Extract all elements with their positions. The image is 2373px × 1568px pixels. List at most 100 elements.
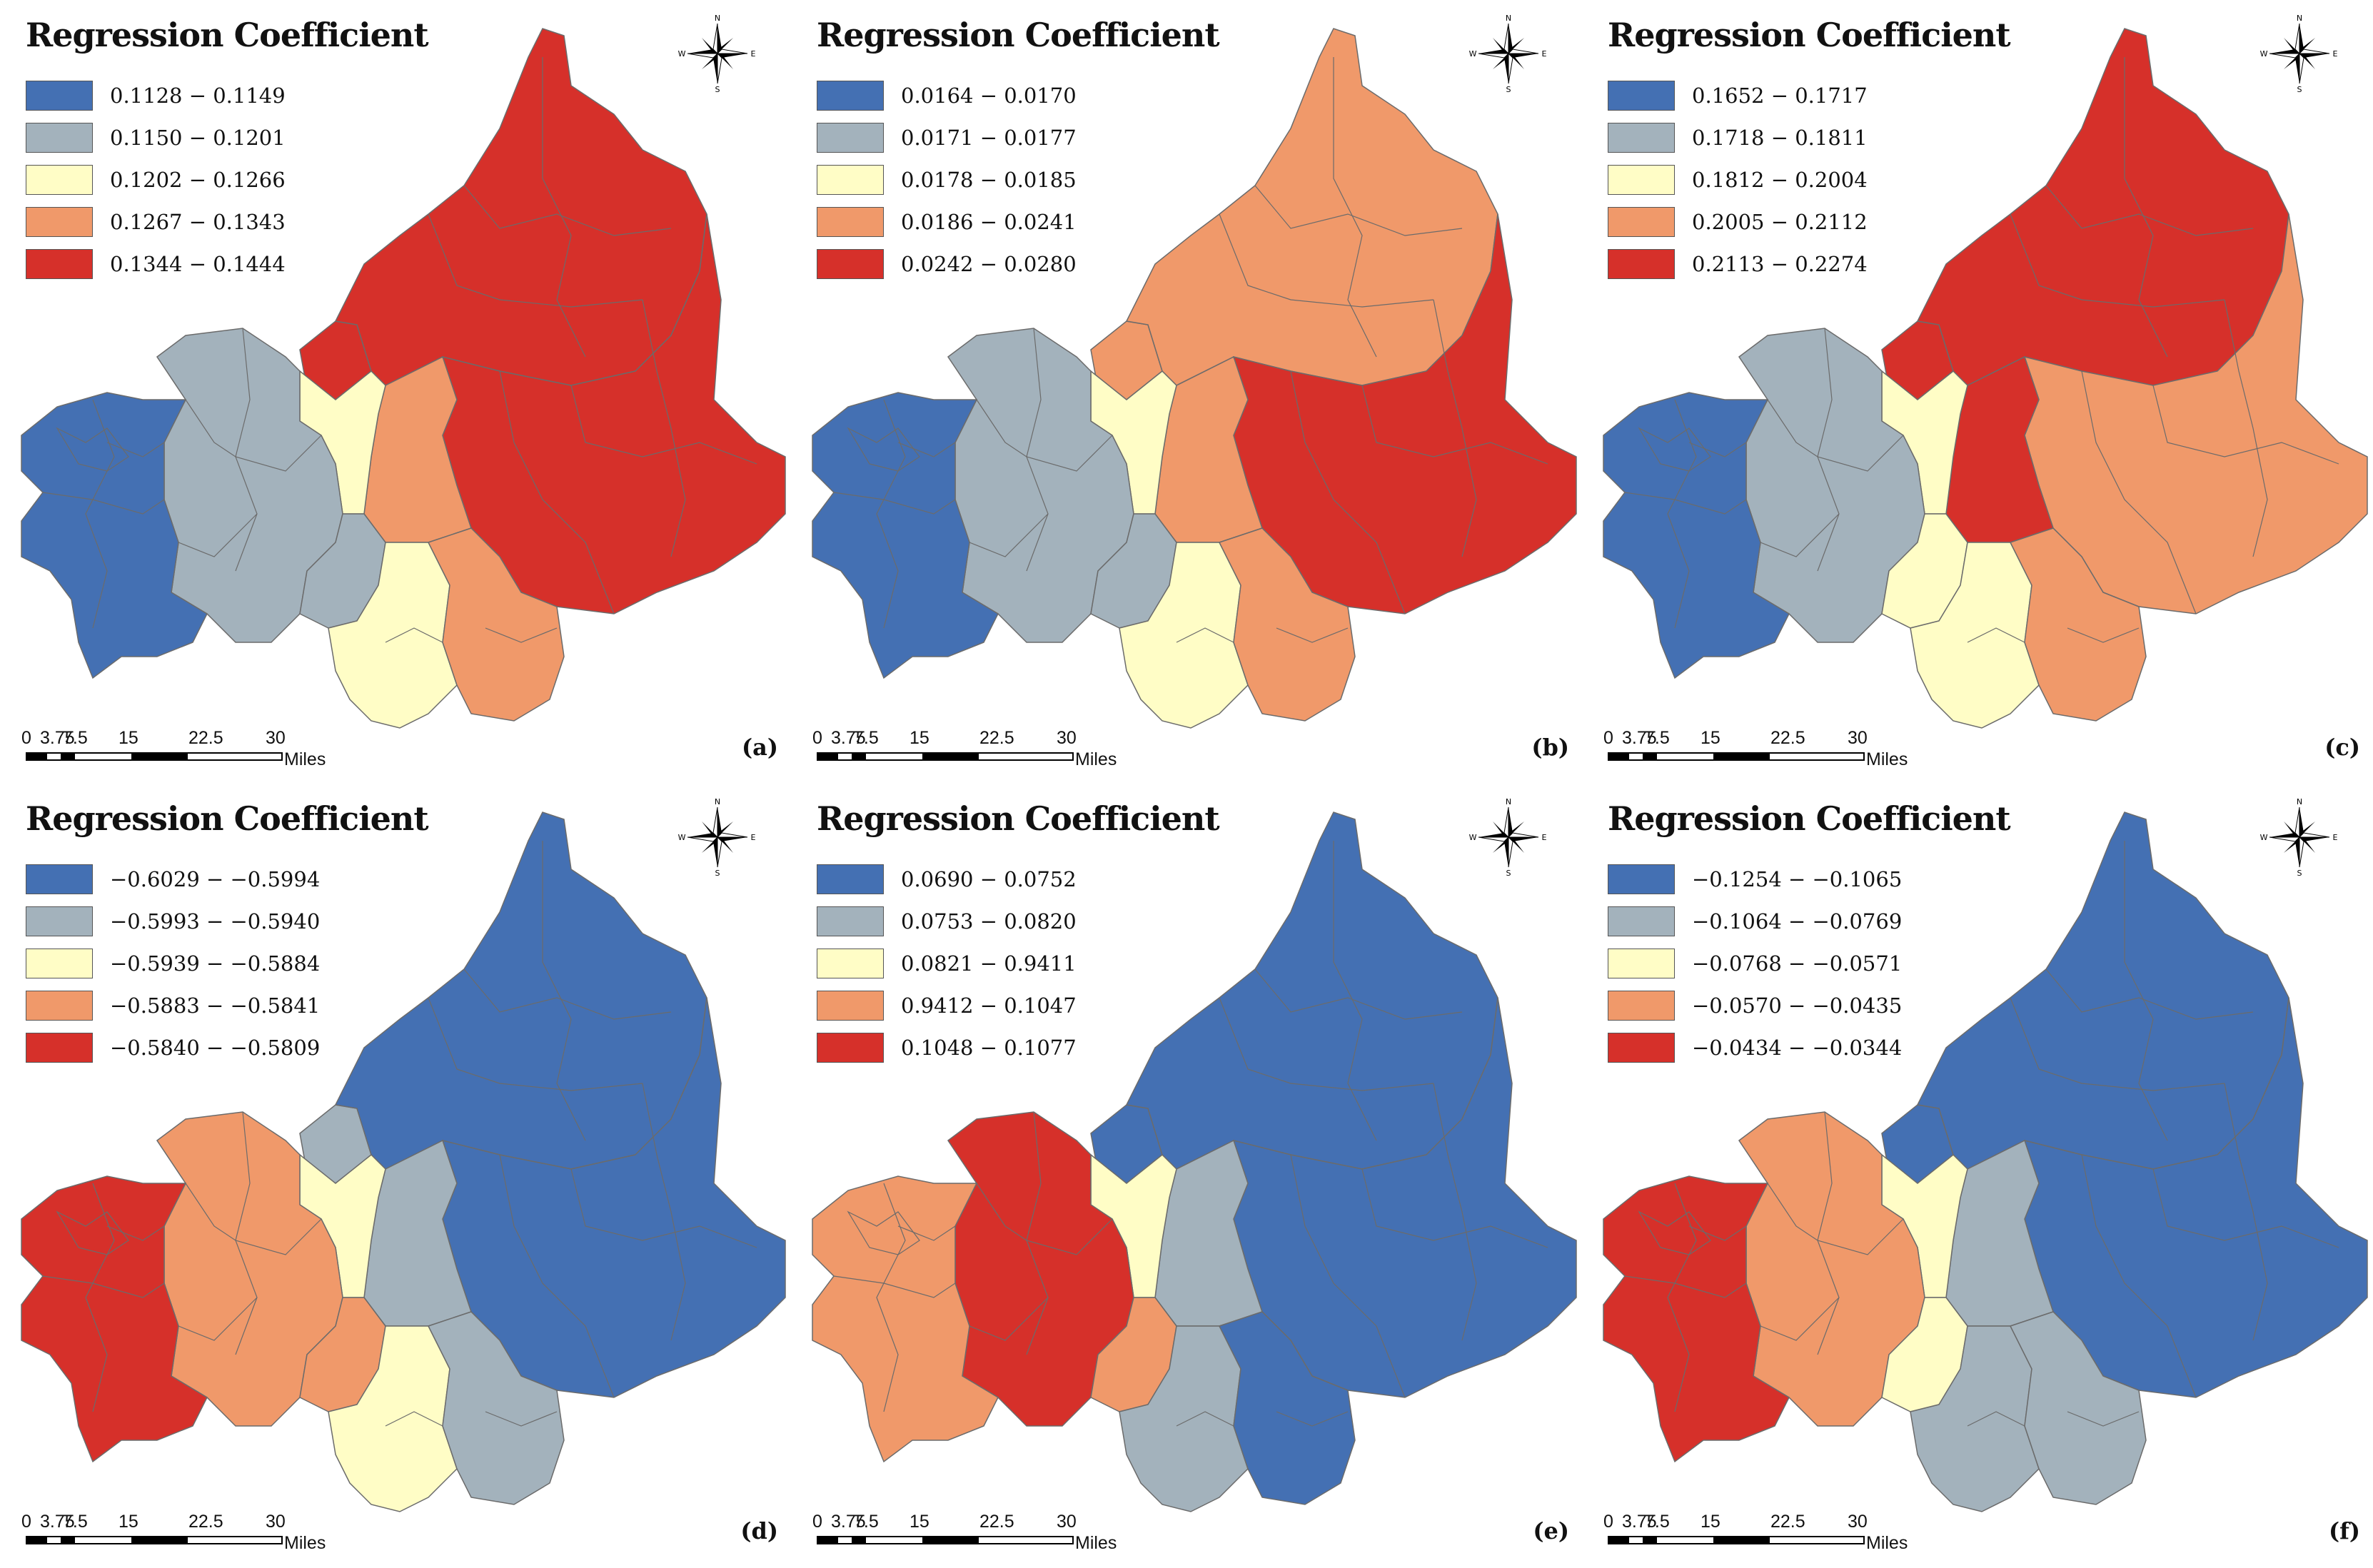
choropleth-map: [812, 811, 1577, 1512]
region-north: [334, 28, 707, 386]
scale-bar: 0 3.75 7.5 15 22.5 30 Miles: [812, 1512, 1117, 1554]
legend-swatch: [26, 948, 93, 978]
svg-text:W: W: [678, 49, 686, 59]
map-regions: [1603, 811, 2368, 1512]
north-arrow-icon: N S E W: [678, 798, 756, 876]
map-panel-d: Regression Coefficient −0.6029 − −0.5994…: [0, 784, 791, 1567]
svg-text:N: N: [715, 798, 720, 806]
legend-item: 0.9412 − 0.1047: [817, 984, 1077, 1026]
scale-tick-label: 15: [1701, 728, 1720, 748]
scale-bar: 0 3.75 7.5 15 22.5 30 Miles: [812, 728, 1117, 771]
legend-item: 0.0186 − 0.0241: [817, 201, 1077, 243]
legend-label: 0.1128 − 0.1149: [110, 83, 286, 108]
legend-swatch: [817, 164, 884, 195]
legend-item: 0.1150 − 0.1201: [26, 116, 286, 158]
legend-label: −0.0434 − −0.0344: [1692, 1035, 1903, 1060]
scale-tick-label: 22.5: [188, 728, 223, 748]
legend-label: 0.1652 − 0.1717: [1692, 83, 1868, 108]
legend-title: Regression Coefficient: [817, 799, 1220, 838]
legend-label: 0.0753 − 0.0820: [901, 909, 1077, 934]
scale-bar-graphic: [817, 1536, 1074, 1544]
scale-tick-label: 30: [1848, 728, 1868, 748]
legend-swatch: [817, 948, 884, 978]
scale-tick-label: 15: [119, 728, 138, 748]
legend-label: −0.5993 − −0.5940: [110, 909, 321, 934]
panel-letter: (c): [2324, 734, 2360, 761]
scale-tick-label: 22.5: [979, 1512, 1014, 1532]
north-arrow-icon: N S E W: [678, 14, 756, 93]
legend: −0.1254 − −0.1065 −0.1064 − −0.0769 −0.0…: [1608, 858, 1902, 1068]
scale-tick-label: 30: [266, 728, 286, 748]
svg-text:N: N: [2297, 798, 2302, 806]
legend-swatch: [1608, 990, 1675, 1021]
legend-label: 0.0171 − 0.0177: [901, 125, 1077, 150]
legend-swatch: [817, 864, 884, 894]
legend-title: Regression Coefficient: [1608, 799, 2011, 838]
legend-item: 0.1202 − 0.1266: [26, 158, 286, 201]
legend-label: 0.2113 − 0.2274: [1692, 251, 1868, 276]
svg-text:E: E: [751, 49, 756, 59]
legend-item: −0.5939 − −0.5884: [26, 942, 320, 984]
legend-swatch: [817, 1032, 884, 1063]
legend: −0.6029 − −0.5994 −0.5993 − −0.5940 −0.5…: [26, 858, 320, 1068]
legend-swatch: [817, 906, 884, 936]
scale-tick-label: 15: [910, 1512, 929, 1532]
svg-text:E: E: [1542, 49, 1547, 59]
legend-item: 0.0171 − 0.0177: [817, 116, 1077, 158]
region-north: [334, 811, 707, 1170]
legend-swatch: [817, 206, 884, 237]
scale-tick-label: 15: [119, 1512, 138, 1532]
legend-label: −0.1254 − −0.1065: [1692, 866, 1903, 891]
scale-units: Miles: [1866, 1533, 1908, 1553]
legend-item: −0.0768 − −0.0571: [1608, 942, 1902, 984]
scale-tick-label: 30: [1057, 728, 1077, 748]
scale-bar: 0 3.75 7.5 15 22.5 30 Miles: [1603, 1512, 1908, 1554]
legend-swatch: [26, 122, 93, 153]
district-boundaries: [833, 841, 1548, 1427]
scale-tick-label: 3.75: [40, 1512, 75, 1532]
legend-item: −0.1254 − −0.1065: [1608, 858, 1902, 900]
legend-label: 0.0178 − 0.0185: [901, 167, 1077, 192]
legend-swatch: [26, 164, 93, 195]
scale-tick-label: 7.5: [854, 728, 879, 748]
scale-bar: 0 3.75 7.5 15 22.5 30 Miles: [21, 728, 326, 771]
legend-label: 0.1812 − 0.2004: [1692, 167, 1868, 192]
legend-label: −0.5840 − −0.5809: [110, 1035, 321, 1060]
legend-swatch: [26, 80, 93, 111]
legend-swatch: [1608, 206, 1675, 237]
svg-text:N: N: [1506, 798, 1511, 806]
legend-item: 0.0164 − 0.0170: [817, 74, 1077, 116]
legend: 0.0164 − 0.0170 0.0171 − 0.0177 0.0178 −…: [817, 74, 1077, 285]
legend-item: 0.1048 − 0.1077: [817, 1026, 1077, 1068]
svg-text:S: S: [2297, 85, 2302, 93]
legend-item: −0.5883 − −0.5841: [26, 984, 320, 1026]
legend-swatch: [1608, 906, 1675, 936]
svg-text:E: E: [2333, 833, 2338, 842]
legend-item: 0.1652 − 0.1717: [1608, 74, 1868, 116]
legend-item: −0.1064 − −0.0769: [1608, 900, 1902, 942]
legend-label: 0.1048 − 0.1077: [901, 1035, 1077, 1060]
scale-tick-label: 3.75: [1622, 1512, 1657, 1532]
scale-bar-graphic: [26, 1536, 283, 1544]
legend-item: 0.1267 − 0.1343: [26, 201, 286, 243]
svg-text:W: W: [1469, 833, 1477, 842]
svg-text:S: S: [715, 869, 720, 876]
scale-units: Miles: [284, 1533, 326, 1553]
scale-tick-label: 22.5: [979, 728, 1014, 748]
scale-tick-label: 30: [1848, 1512, 1868, 1532]
region-west: [21, 392, 208, 679]
svg-text:S: S: [1506, 85, 1511, 93]
map-regions: [21, 811, 786, 1512]
legend-swatch: [817, 990, 884, 1021]
legend-title: Regression Coefficient: [1608, 16, 2011, 54]
legend-item: 0.0242 − 0.0280: [817, 243, 1077, 285]
scale-tick-label: 22.5: [1770, 1512, 1805, 1532]
legend: 0.1128 − 0.1149 0.1150 − 0.1201 0.1202 −…: [26, 74, 286, 285]
legend-swatch: [26, 990, 93, 1021]
panel-letter: (e): [1533, 1517, 1569, 1544]
legend-item: −0.0570 − −0.0435: [1608, 984, 1902, 1026]
legend-swatch: [26, 1032, 93, 1063]
map-regions: [21, 28, 786, 729]
legend-item: −0.5993 − −0.5940: [26, 900, 320, 942]
legend-label: 0.0690 − 0.0752: [901, 866, 1077, 891]
